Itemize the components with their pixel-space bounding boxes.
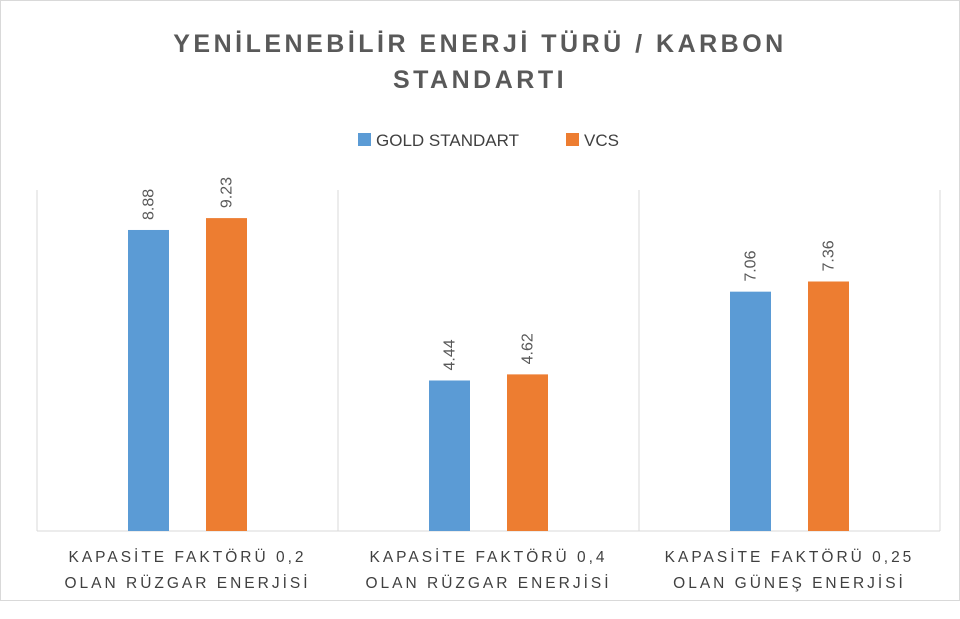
x-tick-label: KAPASİTE FAKTÖRÜ 0,25 OLAN GÜNEŞ ENERJİS… (664, 549, 915, 592)
legend-swatch (358, 133, 371, 146)
legend-swatch (566, 133, 579, 146)
value-label: 8.88 (141, 189, 158, 220)
bar (128, 229, 169, 531)
chart-title: YENİLENEBİLİR ENERJİ TÜRÜ / KARBON STAND… (173, 30, 787, 94)
bar (808, 281, 849, 531)
bar (507, 374, 548, 531)
x-tick-label: KAPASİTE FAKTÖRÜ 0,4 OLAN RÜZGAR ENERJİS… (365, 549, 612, 592)
legend-label: GOLD STANDART (376, 131, 519, 150)
value-label: 9.23 (219, 177, 236, 208)
value-label: 7.06 (743, 250, 760, 281)
value-label: 4.62 (520, 333, 537, 364)
legend-label: VCS (584, 131, 619, 150)
bar (730, 291, 771, 531)
value-label: 4.44 (442, 339, 459, 370)
bar (429, 380, 470, 531)
x-tick-label: KAPASİTE FAKTÖRÜ 0,2 OLAN RÜZGAR ENERJİS… (64, 549, 311, 592)
bar (206, 218, 247, 531)
value-label: 7.36 (821, 240, 838, 271)
